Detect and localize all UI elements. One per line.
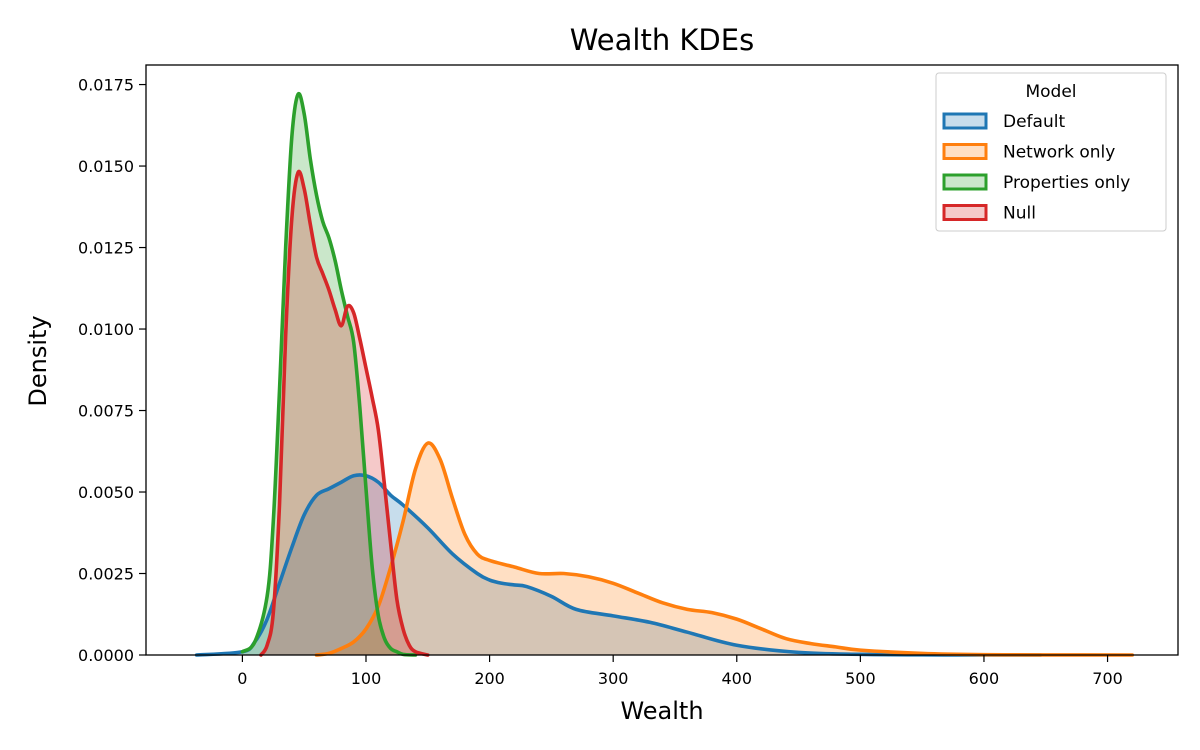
line-default xyxy=(194,473,1043,657)
x-tick-label: 600 xyxy=(969,669,1000,688)
area-network-only xyxy=(316,442,1133,655)
x-axis: 0 100 200 300 400 500 600 700 xyxy=(237,655,1123,688)
legend-swatch-properties-only xyxy=(942,173,988,191)
area-properties-only xyxy=(242,93,416,655)
line-network-only xyxy=(314,441,1135,657)
legend-label-null: Null xyxy=(1003,204,1036,224)
y-tick-label: 0.0050 xyxy=(78,483,134,502)
x-tick-label: 100 xyxy=(351,669,382,688)
line-properties-only xyxy=(240,91,418,657)
y-tick-label: 0.0100 xyxy=(78,320,134,339)
chart-title: Wealth KDEs xyxy=(570,23,754,57)
y-tick-label: 0.0175 xyxy=(78,76,134,95)
x-tick-label: 300 xyxy=(598,669,629,688)
x-tick-label: 0 xyxy=(237,669,247,688)
x-tick-label: 500 xyxy=(845,669,876,688)
legend-label-properties-only: Properties only xyxy=(1003,173,1130,193)
line-null xyxy=(259,169,430,657)
plot-area xyxy=(194,91,1135,657)
legend-swatch-null xyxy=(942,204,988,221)
legend-label-default: Default xyxy=(1003,112,1065,132)
y-axis: 0.0000 0.0025 0.0050 0.0075 0.0100 0.0125 0.01… xyxy=(78,76,146,665)
x-tick-label: 400 xyxy=(722,669,753,688)
legend-swatch-network-only xyxy=(942,143,988,160)
legend-box xyxy=(935,72,1167,232)
x-tick-label: 700 xyxy=(1092,669,1123,688)
y-tick-label: 0.0125 xyxy=(78,239,134,258)
y-axis-title: Density xyxy=(24,315,52,406)
legend: Model Default Network only Properties only… xyxy=(935,72,1167,232)
legend-swatch-default xyxy=(942,112,988,130)
x-axis-title: Wealth xyxy=(620,697,703,725)
area-null xyxy=(260,171,428,655)
y-tick-label: 0.0000 xyxy=(78,646,134,665)
legend-title: Model xyxy=(1025,82,1076,102)
legend-entries: Default Network only Properties only Null xyxy=(942,112,1130,224)
y-tick-label: 0.0150 xyxy=(78,157,134,176)
plot-frame xyxy=(145,64,1179,656)
area-default xyxy=(196,474,1041,655)
y-tick-label: 0.0075 xyxy=(78,402,134,421)
y-tick-label: 0.0025 xyxy=(78,565,134,584)
legend-label-network-only: Network only xyxy=(1003,143,1115,163)
x-tick-label: 200 xyxy=(474,669,505,688)
